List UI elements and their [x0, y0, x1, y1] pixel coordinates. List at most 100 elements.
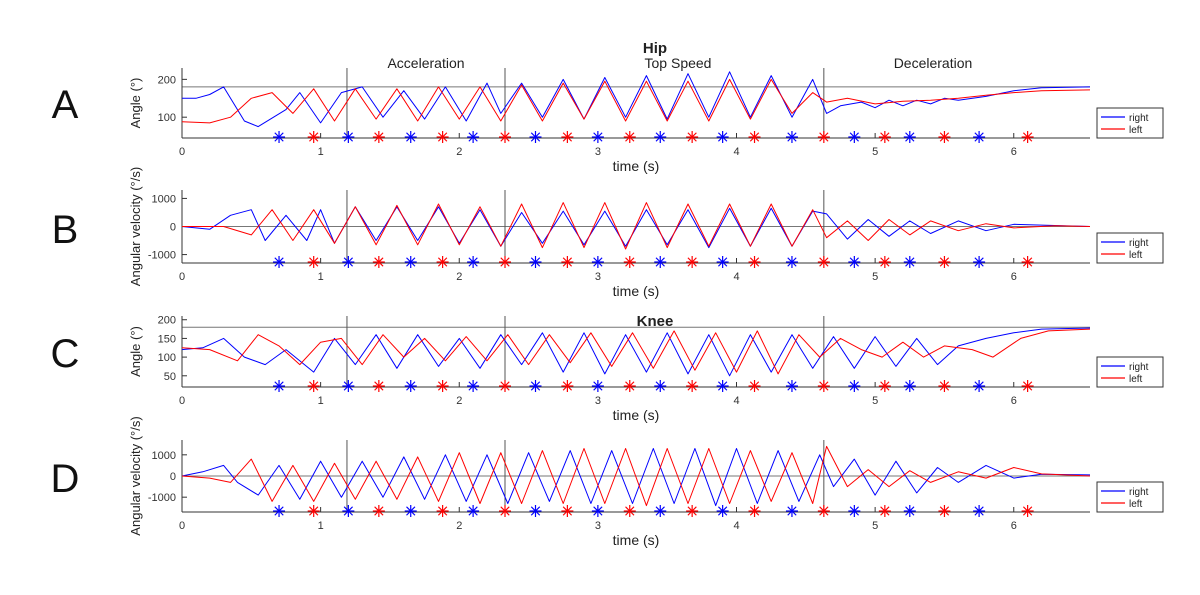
- y-tick-label: -1000: [148, 250, 176, 262]
- step-marker-right: [716, 131, 729, 143]
- series-line-left: [181, 445, 1091, 507]
- step-marker-right: [591, 131, 604, 143]
- step-marker-left: [436, 256, 449, 268]
- step-marker-right: [467, 380, 480, 392]
- step-marker-left: [748, 505, 761, 517]
- step-marker-left: [623, 131, 636, 143]
- x-tick-label: 6: [1011, 146, 1017, 158]
- panel-letter-a: A: [52, 83, 79, 127]
- step-marker-right: [591, 256, 604, 268]
- step-marker-left: [686, 256, 699, 268]
- legend-label-left: left: [1129, 125, 1143, 136]
- x-tick-label: 0: [179, 146, 185, 158]
- y-tick-label: 200: [158, 74, 176, 86]
- phase-label-top-speed: Top Speed: [645, 55, 712, 71]
- step-marker-right: [342, 131, 355, 143]
- x-tick-label: 1: [318, 395, 324, 407]
- x-axis-label: time (s): [613, 158, 660, 174]
- x-tick-label: 2: [456, 146, 462, 158]
- step-marker-left: [436, 380, 449, 392]
- x-tick-label: 4: [733, 271, 739, 283]
- step-marker-left: [561, 380, 574, 392]
- step-marker-left: [938, 505, 951, 517]
- x-tick-label: 6: [1011, 271, 1017, 283]
- x-tick-label: 0: [179, 520, 185, 532]
- step-marker-left: [748, 380, 761, 392]
- legend-label-right: right: [1129, 113, 1149, 124]
- x-tick-label: 5: [872, 146, 878, 158]
- step-marker-right: [903, 131, 916, 143]
- legend-box: [1096, 356, 1164, 388]
- phase-label-acceleration: Acceleration: [387, 55, 464, 71]
- y-tick-label: 50: [164, 371, 176, 383]
- series-line-right: [182, 71, 1091, 128]
- step-marker-right: [529, 256, 542, 268]
- y-tick-label: 1000: [152, 193, 176, 205]
- step-marker-right: [404, 256, 417, 268]
- series-line-right: [181, 327, 1091, 377]
- legend-label-left: left: [1129, 250, 1143, 261]
- step-marker-left: [623, 505, 636, 517]
- step-marker-right: [848, 380, 861, 392]
- step-marker-right: [591, 380, 604, 392]
- x-tick-label: 1: [318, 271, 324, 283]
- panel-d: D -1000 0 1000 0 1 2 3 4 5 6 time (s) Angular veloci…: [51, 416, 1164, 548]
- legend-box: [1096, 481, 1164, 513]
- step-marker-right: [785, 256, 798, 268]
- step-marker-left: [817, 256, 830, 268]
- knee-title: Knee: [637, 313, 674, 330]
- panel-letter-d: D: [51, 457, 80, 501]
- series-line-right: [181, 206, 1091, 249]
- step-marker-right: [716, 380, 729, 392]
- x-tick-label: 3: [595, 395, 601, 407]
- step-marker-left: [561, 131, 574, 143]
- x-tick-label: 2: [456, 395, 462, 407]
- x-tick-label: 2: [456, 271, 462, 283]
- step-marker-right: [342, 380, 355, 392]
- step-marker-left: [498, 131, 511, 143]
- x-tick-label: 0: [179, 395, 185, 407]
- x-tick-label: 6: [1011, 395, 1017, 407]
- step-marker-right: [342, 256, 355, 268]
- step-marker-left: [1021, 505, 1034, 517]
- series-line-left: [181, 328, 1091, 375]
- step-marker-left: [878, 380, 891, 392]
- step-marker-left: [498, 256, 511, 268]
- step-marker-right: [273, 256, 286, 268]
- step-marker-left: [817, 131, 830, 143]
- step-marker-left: [372, 505, 385, 517]
- step-marker-right: [785, 131, 798, 143]
- x-tick-label: 0: [179, 271, 185, 283]
- step-marker-right: [654, 505, 667, 517]
- step-marker-right: [342, 505, 355, 517]
- x-tick-label: 3: [595, 520, 601, 532]
- step-marker-left: [938, 131, 951, 143]
- y-tick-label: 1000: [152, 450, 176, 462]
- step-marker-left: [372, 256, 385, 268]
- step-marker-right: [903, 380, 916, 392]
- step-marker-right: [654, 131, 667, 143]
- x-tick-label: 4: [733, 146, 739, 158]
- step-marker-right: [529, 380, 542, 392]
- step-marker-left: [307, 380, 320, 392]
- step-marker-right: [848, 505, 861, 517]
- legend-label-left: left: [1129, 499, 1143, 510]
- x-tick-label: 2: [456, 520, 462, 532]
- y-tick-label: 0: [170, 222, 176, 234]
- y-axis-label: Angle (°): [128, 78, 143, 129]
- step-marker-left: [748, 131, 761, 143]
- step-marker-right: [529, 131, 542, 143]
- x-tick-label: 3: [595, 146, 601, 158]
- x-tick-label: 1: [318, 146, 324, 158]
- step-marker-right: [467, 505, 480, 517]
- step-marker-left: [878, 131, 891, 143]
- x-tick-label: 4: [733, 395, 739, 407]
- step-marker-right: [973, 380, 986, 392]
- y-axis-label: Angular velocity (°/s): [128, 167, 143, 286]
